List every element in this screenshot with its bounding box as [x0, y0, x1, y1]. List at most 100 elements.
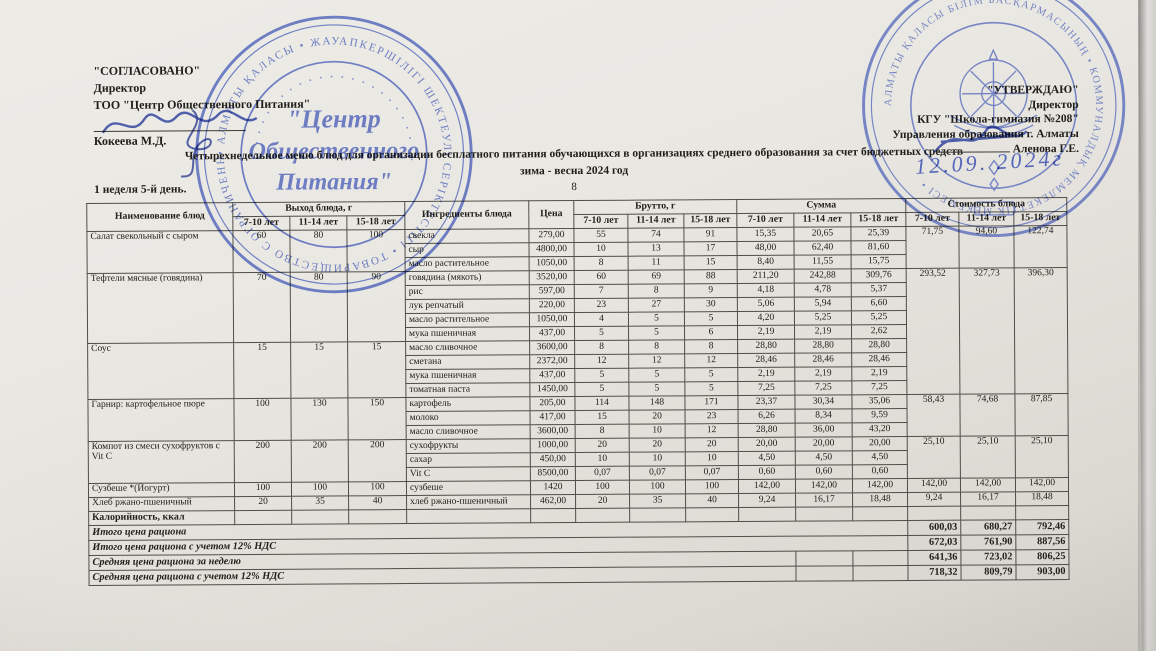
ingredient-name: мука пшеничная [405, 326, 530, 342]
empty-cell [795, 565, 854, 582]
brutto-value: 0,07 [685, 465, 739, 480]
sum-value: 4,50 [852, 450, 908, 465]
ingredient-name: лук репчатый [405, 298, 530, 314]
ingredient-price: 205,00 [529, 396, 576, 411]
empty-cell [907, 506, 961, 521]
ingredient-name: говядина (мякоть) [405, 270, 530, 286]
brutto-value: 5 [684, 367, 738, 382]
empty-cell [960, 505, 1016, 521]
sum-value: 20,00 [795, 436, 853, 452]
dish-name: Хлеб ржано-пшеничный [88, 496, 235, 512]
brutto-value: 30 [684, 297, 738, 312]
sum-value: 2,19 [851, 366, 907, 381]
sum-value: 142,00 [795, 478, 853, 494]
brutto-value: 5 [628, 367, 685, 383]
empty-cell [575, 508, 630, 523]
page-number: 8 [571, 181, 577, 194]
brutto-value: 12 [684, 353, 738, 368]
col-header-cost: Стоимость блюда [905, 197, 1067, 213]
menu-table: Наименование блюд Выход блюда, г Ингреди… [86, 197, 1070, 586]
col-header-name: Наименование блюд [86, 202, 233, 232]
cost-value: 87,85 [1014, 393, 1069, 436]
ingredient-price: 279,00 [528, 228, 574, 243]
summary-value: 641,36 [907, 550, 962, 566]
output-value: 100 [346, 229, 406, 272]
sum-value: 7,25 [794, 380, 852, 396]
output-value: 90 [347, 271, 406, 342]
week-day-label: 1 неделя 5-й день. [94, 183, 187, 196]
output-value: 100 [233, 398, 292, 441]
empty-cell [1015, 505, 1069, 520]
menu-table-body: Салат свекольный с сыром 60 80 100 свекла 279… [86, 225, 1070, 586]
sum-value: 43,20 [852, 422, 908, 437]
ingredient-name: картофель [405, 396, 531, 412]
sum-value: 28,80 [737, 339, 795, 354]
ingredient-price: 437,00 [529, 326, 575, 341]
age-label: 7-10 лет [573, 214, 628, 229]
sum-value: 81,60 [850, 240, 907, 255]
ingredient-name: сыр [404, 242, 530, 258]
brutto-value: 23 [685, 409, 739, 424]
brutto-value: 8 [628, 283, 685, 299]
sum-value: 5,94 [794, 296, 852, 312]
brutto-value: 20 [685, 437, 739, 452]
ingredient-price: 1420 [530, 480, 576, 495]
brutto-value: 55 [573, 228, 628, 243]
sum-value: 0,60 [795, 464, 853, 480]
summary-label: Средняя цена рациона с учетом 12% НДС [88, 566, 797, 586]
cost-value: 71,75 [905, 226, 960, 269]
ingredient-name: томатная паста [405, 382, 530, 398]
summary-value: 887,56 [1015, 534, 1069, 550]
sum-value: 48,00 [736, 241, 795, 256]
brutto-value: 9 [684, 283, 738, 298]
ingredient-price: 4800,00 [528, 242, 575, 257]
ingredient-price: 597,00 [529, 284, 575, 299]
sum-value: 4,18 [737, 283, 795, 298]
sum-value: 8,34 [795, 408, 853, 424]
sum-value: 30,34 [794, 394, 853, 410]
sum-value: 25,39 [850, 226, 907, 241]
sum-value: 20,65 [793, 226, 851, 242]
brutto-value: 5 [574, 326, 629, 341]
brutto-value: 8 [574, 340, 629, 355]
empty-cell [629, 507, 686, 523]
ingredient-price: 1450,00 [529, 382, 575, 397]
brutto-value: 35 [629, 493, 686, 509]
sum-value: 4,20 [737, 311, 795, 326]
col-header-brutto: Брутто, г [573, 199, 737, 215]
brutto-value: 5 [628, 325, 685, 341]
ingredient-name: Vit C [406, 466, 531, 482]
brutto-value: 20 [575, 494, 630, 509]
brutto-value: 5 [574, 382, 629, 397]
cost-value: 142,00 [907, 478, 961, 493]
sum-value: 15,35 [736, 227, 794, 242]
sum-value: 16,17 [795, 492, 853, 508]
sum-value: 6,60 [851, 296, 907, 311]
cost-value: 396,30 [1014, 267, 1068, 394]
agreed-role: Директор [93, 80, 147, 95]
brutto-value: 10 [573, 242, 629, 257]
sum-value: 62,40 [793, 240, 852, 256]
brutto-value: 17 [683, 241, 738, 256]
sum-value: 28,80 [738, 423, 796, 438]
ingredient-name: масло растительное [405, 312, 530, 328]
brutto-value: 60 [574, 270, 629, 285]
output-value: 15 [347, 341, 406, 398]
output-value: 15 [290, 341, 348, 399]
sum-value: 7,25 [737, 381, 795, 396]
ingredient-price: 3600,00 [530, 424, 576, 439]
ingredient-name: масло сливочное [405, 340, 530, 356]
age-label: 15-18 лет [683, 213, 737, 228]
brutto-value: 12 [628, 353, 685, 369]
dish-name: Сузбеше *(Йогурт) [88, 482, 235, 498]
brutto-value: 13 [627, 241, 685, 257]
brutto-value: 148 [628, 395, 686, 411]
approved-title: "УТВЕРЖДАЮ" [987, 83, 1079, 97]
brutto-value: 100 [629, 479, 686, 495]
summary-value: 600,03 [907, 520, 961, 536]
cost-value: 9,24 [907, 492, 961, 507]
ingredient-name: мука пшеничная [405, 368, 530, 384]
sum-value: 28,80 [794, 338, 852, 354]
age-label: 11-14 лет [627, 213, 684, 229]
brutto-value: 100 [685, 479, 739, 494]
